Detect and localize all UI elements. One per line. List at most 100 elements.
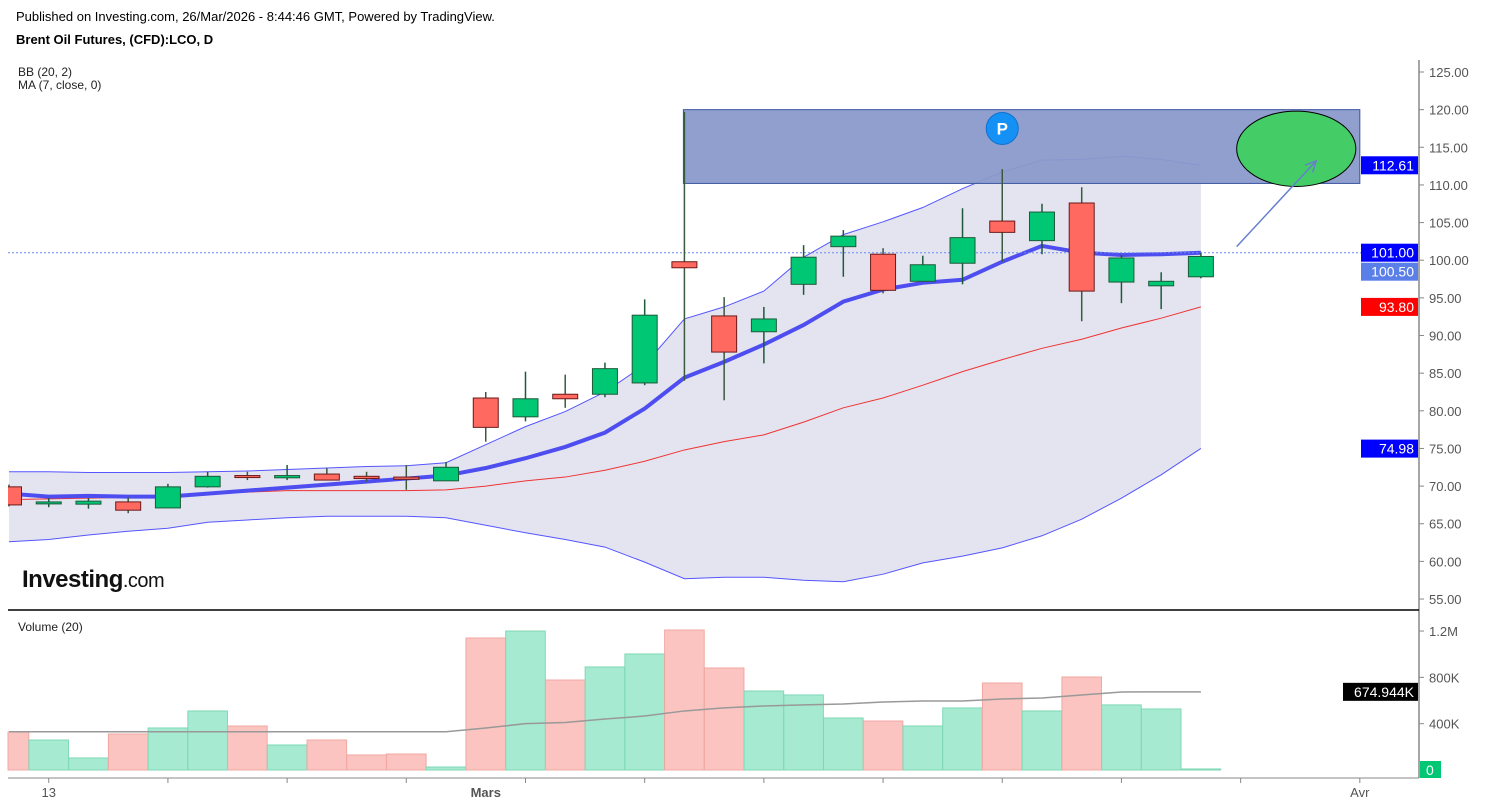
price-label-badge — [1361, 156, 1418, 175]
price-label-text: 93.80 — [1379, 299, 1414, 315]
candle — [1108, 254, 1135, 304]
bb-lower-line — [8, 448, 1202, 583]
volume-bar — [107, 733, 149, 771]
candle — [472, 391, 499, 442]
volume-ma-badge — [1343, 682, 1418, 701]
ma-indicator-label[interactable]: MA (7, close, 0) — [18, 78, 102, 92]
candle-body-up — [1148, 280, 1175, 287]
volume-tick-label: 800K — [1429, 670, 1460, 685]
candle-body-up — [750, 318, 777, 333]
candle — [115, 497, 142, 514]
candle-body-down — [472, 397, 499, 428]
candle-body-down — [671, 261, 698, 269]
price-label-text: 112.61 — [1372, 157, 1414, 173]
candle-body-up — [591, 368, 618, 395]
volume-bar — [1101, 704, 1142, 771]
volume-bar — [425, 766, 467, 771]
published-note: Published on Investing.com, 26/Mar/2026 … — [16, 9, 495, 24]
candle — [631, 299, 658, 386]
p-marker-icon — [985, 111, 1019, 145]
chart-title: Brent Oil Futures, (CFD):LCO, D — [16, 32, 214, 47]
price-tick-label: 60.00 — [1429, 554, 1462, 569]
volume-bar — [68, 757, 109, 771]
time-tick-label: Avr — [1350, 785, 1370, 800]
time-tick-label: Mars — [471, 785, 501, 800]
candle-body-down — [393, 476, 420, 480]
volume-bar — [664, 629, 705, 771]
candle — [35, 498, 62, 508]
volume-bar — [624, 653, 665, 771]
candle — [433, 462, 460, 482]
price-tick-label: 125.00 — [1429, 65, 1469, 80]
candle-body-down — [989, 220, 1016, 233]
price-tick-label: 110.00 — [1429, 178, 1468, 193]
candle — [353, 471, 380, 482]
candle-body-up — [512, 398, 539, 418]
price-tick-label: 100.00 — [1429, 253, 1469, 268]
volume-bar — [703, 667, 745, 771]
price-tick-label: 55.00 — [1429, 592, 1462, 607]
candle — [711, 297, 738, 401]
candle-body-up — [949, 237, 976, 264]
candle — [870, 248, 897, 294]
volume-bar — [7, 731, 30, 771]
candle-body-down — [353, 475, 380, 480]
time-tick-label: 13 — [41, 785, 55, 800]
price-label-text: 100.50 — [1371, 264, 1414, 280]
candle-body-down — [313, 473, 340, 481]
candle — [274, 465, 301, 481]
candle — [1028, 203, 1055, 255]
candle-body-up — [194, 475, 221, 488]
candle — [949, 208, 976, 285]
volume-bar — [266, 744, 308, 771]
candle — [1187, 252, 1214, 279]
arrow-line — [1236, 160, 1317, 248]
candle-body-up — [909, 264, 936, 282]
candle-body-down — [234, 475, 261, 479]
volume-bar — [386, 753, 427, 771]
volume-bar — [28, 739, 70, 771]
investing-logo: Investing.com — [22, 566, 165, 593]
candle — [154, 483, 181, 509]
volume-bar — [743, 690, 785, 771]
price-label-badge — [1361, 262, 1418, 281]
candle — [552, 374, 579, 408]
volume-bar — [902, 725, 944, 771]
arrow-head-icon — [1304, 159, 1318, 173]
volume-bar — [465, 637, 507, 771]
candle-body-down — [870, 253, 897, 291]
candle-body-down — [1068, 202, 1095, 292]
main-pane: P — [8, 109, 1419, 583]
candle-body-up — [830, 235, 857, 248]
volume-tick-label: 400K — [1429, 717, 1460, 732]
candle — [591, 362, 618, 398]
candle — [8, 484, 22, 507]
price-tick-label: 95.00 — [1429, 291, 1462, 306]
volume-bar — [227, 725, 268, 771]
candle — [989, 169, 1016, 262]
volume-bar — [1061, 676, 1103, 771]
candle — [313, 468, 340, 481]
candle — [512, 371, 539, 422]
volume-bar — [981, 682, 1023, 771]
bb-indicator-label[interactable]: BB (20, 2) — [18, 65, 73, 79]
volume-tick-label: 1.2M — [1429, 624, 1458, 639]
volume-indicator-label[interactable]: Volume (20) — [18, 620, 83, 634]
price-label-badge — [1361, 439, 1418, 458]
price-tick-label: 80.00 — [1429, 404, 1462, 419]
price-label-text: 101.00 — [1371, 245, 1414, 261]
target-ellipse — [1236, 110, 1357, 187]
candle-body-up — [1108, 257, 1135, 283]
candle-body-down — [8, 486, 22, 506]
candle-body-down — [711, 315, 738, 353]
price-tick-label: 75.00 — [1429, 441, 1462, 456]
volume-ma-line — [9, 691, 1201, 733]
price-label-badge — [1361, 297, 1418, 316]
p-marker-label: P — [997, 119, 1008, 138]
volume-bar — [783, 694, 824, 771]
candle-body-up — [1028, 211, 1055, 242]
candle-body-up — [631, 314, 658, 384]
candle-body-up — [75, 500, 102, 505]
candle — [830, 230, 857, 277]
